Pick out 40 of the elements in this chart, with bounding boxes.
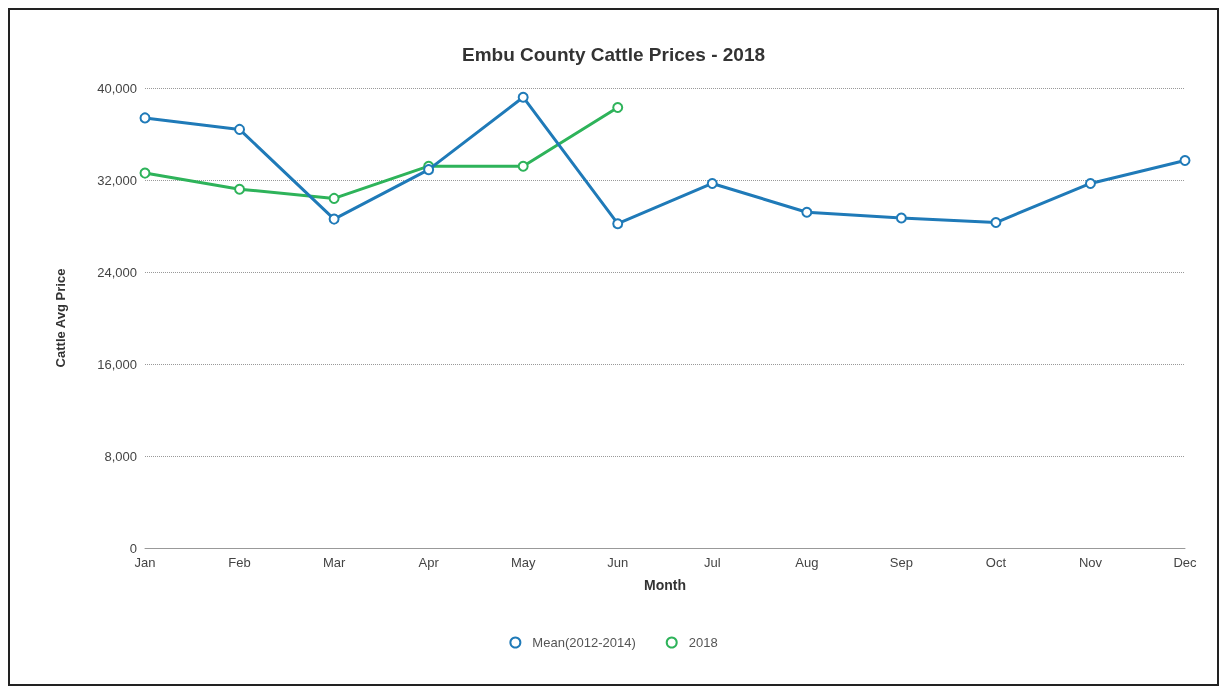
point — [139, 112, 151, 124]
point — [612, 218, 624, 230]
x-tick-label: Jul — [703, 555, 721, 570]
x-tick-label: Feb — [228, 555, 251, 570]
x-tick-label: Mar — [322, 555, 346, 570]
point — [706, 177, 718, 189]
point — [328, 192, 340, 204]
chart-title: Embu County Cattle Prices - 2018 — [461, 44, 766, 65]
point — [139, 167, 151, 179]
x-tick-label: Apr — [418, 555, 440, 570]
point — [328, 213, 340, 225]
point — [801, 206, 813, 218]
x-tick-label: Aug — [795, 555, 819, 570]
x-tick-label: May — [510, 555, 536, 570]
point — [612, 102, 624, 114]
x-tick-label: Jun — [607, 555, 629, 570]
point — [423, 164, 435, 176]
point — [1179, 154, 1191, 166]
x-axis-title: Month — [644, 577, 686, 593]
y-tick-label: 0 — [129, 540, 137, 556]
x-tick-label: Sep — [889, 555, 913, 570]
y-tick-label: 8,000 — [104, 448, 137, 464]
legend-label: Mean(2012-2014) — [532, 635, 636, 650]
x-tick-label: Nov — [1078, 555, 1103, 570]
x-tick-label: Jan — [134, 555, 156, 570]
legend-label: 2018 — [688, 635, 718, 650]
point — [517, 160, 529, 172]
point — [990, 217, 1002, 229]
x-tick-label: Oct — [985, 555, 1007, 570]
x-tick-label: Dec — [1173, 555, 1198, 570]
point — [234, 123, 246, 135]
point — [234, 183, 246, 195]
point — [1084, 177, 1096, 189]
point — [517, 91, 529, 103]
point — [895, 212, 907, 224]
y-tick-label: 24,000 — [97, 264, 137, 280]
y-tick-label: 40,000 — [97, 80, 137, 96]
y-tick-label: 32,000 — [97, 172, 137, 188]
y-tick-label: 16,000 — [97, 356, 137, 372]
y-axis-title: Cattle Avg Price — [53, 268, 68, 368]
